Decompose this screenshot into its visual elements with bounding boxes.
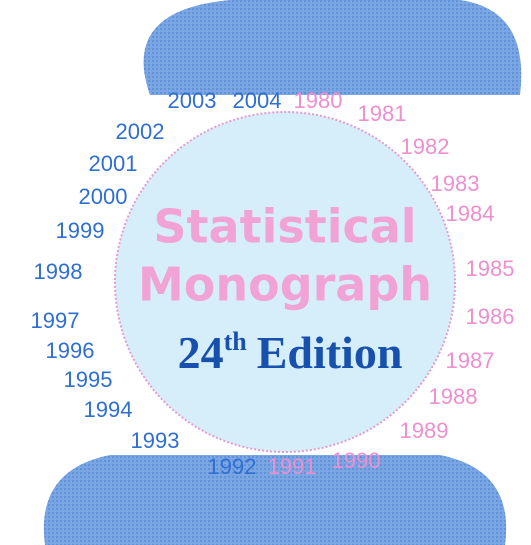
year-label: 1987 <box>446 348 495 373</box>
cover: Statistical Monograph 24th Edition 1992 19… <box>0 0 531 545</box>
year-label: 2001 <box>89 151 138 176</box>
edition: 24th Edition <box>178 327 403 378</box>
year-label: 1980 <box>294 88 343 113</box>
year-label: 1984 <box>446 201 495 226</box>
year-label: 1981 <box>358 101 407 126</box>
year-label: 1986 <box>466 304 515 329</box>
year-label: 1983 <box>431 171 480 196</box>
year-label: 1993 <box>131 428 180 453</box>
year-label: 1990 <box>332 448 381 473</box>
title-line: Statistical <box>153 200 416 254</box>
edition-word: Edition <box>257 327 403 378</box>
year-label: 1991 <box>268 454 317 479</box>
year-label: 2002 <box>116 119 165 144</box>
year-label: 2003 <box>168 88 217 113</box>
title-line: Monograph <box>138 258 432 312</box>
year-label: 1982 <box>401 134 450 159</box>
year-label: 1994 <box>84 397 133 422</box>
year-label: 1992 <box>208 454 257 479</box>
year-label: 1985 <box>466 256 515 281</box>
year-label: 1995 <box>64 367 113 392</box>
year-label: 1988 <box>429 384 478 409</box>
edition-suffix: th <box>224 327 248 356</box>
year-label: 1997 <box>31 308 80 333</box>
year-label: 1989 <box>400 418 449 443</box>
year-label: 2000 <box>79 184 128 209</box>
edition-number: 24 <box>178 327 224 378</box>
top-band <box>144 0 522 95</box>
year-label: 1998 <box>34 259 83 284</box>
year-label: 2004 <box>233 88 282 113</box>
year-label: 1996 <box>46 338 95 363</box>
year-label: 1999 <box>56 218 105 243</box>
